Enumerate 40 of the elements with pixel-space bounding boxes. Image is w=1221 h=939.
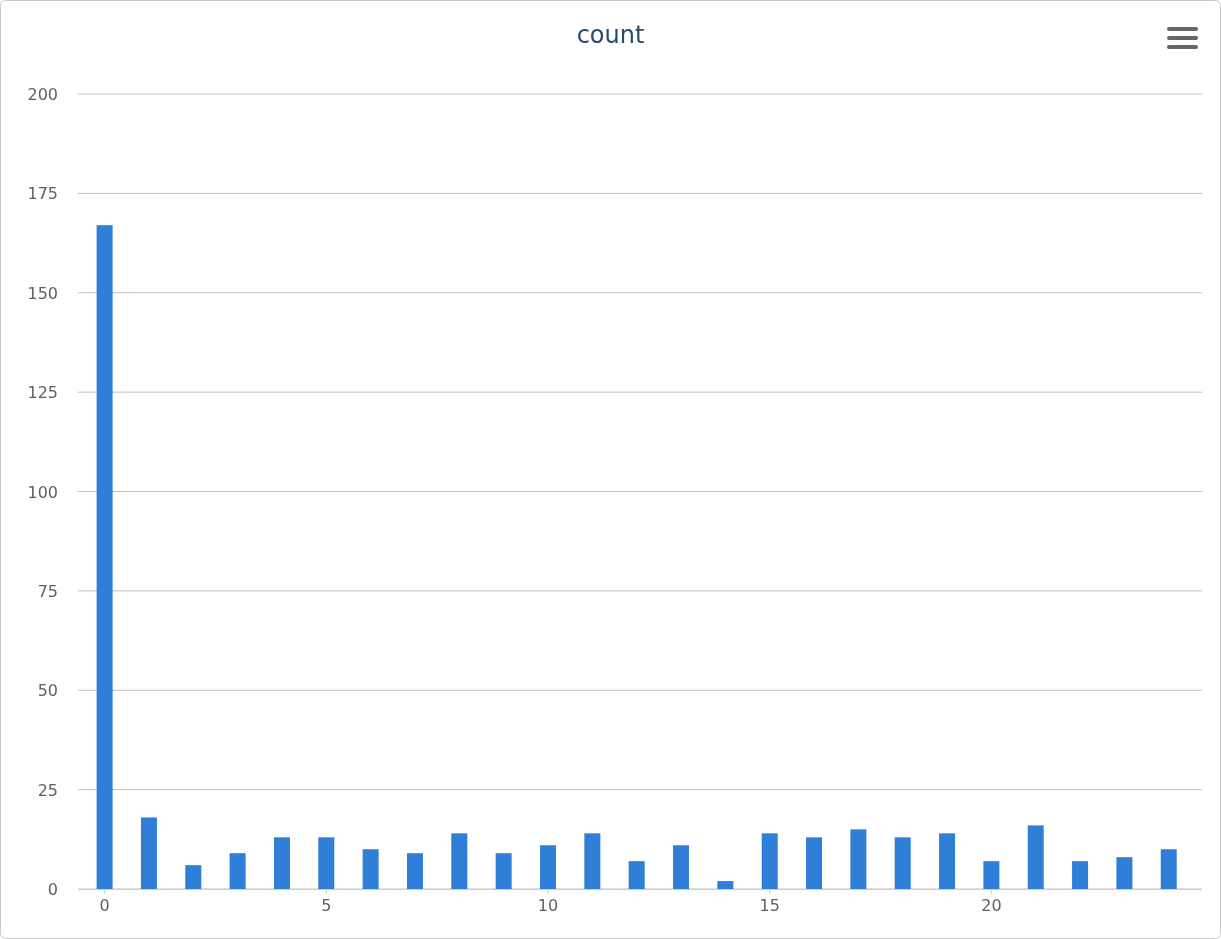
bar [1027,825,1044,889]
chart-title: count [576,21,645,49]
bar [894,837,911,889]
bar [983,861,1000,889]
bar [628,861,645,889]
bar [140,817,157,889]
bar [540,845,556,889]
y-tick-label: 100 [27,482,58,502]
bar [584,833,601,889]
bar [96,225,113,889]
y-tick-label: 200 [27,85,58,104]
bar [761,833,778,889]
x-tick-label: 5 [321,896,332,915]
y-tick-label: 175 [27,184,58,204]
y-tick-label: 25 [37,780,58,800]
x-tick-label: 15 [759,896,780,915]
y-tick-label: 75 [37,581,58,601]
y-tick-label: 125 [27,383,58,403]
bar [1160,849,1177,889]
bar [673,845,690,889]
x-tick-label: 0 [99,896,110,915]
y-tick-label: 150 [27,283,58,303]
bar [495,853,512,889]
bar [229,853,246,889]
bar [806,837,823,889]
y-tick-label: 50 [37,681,58,701]
bar [451,833,468,889]
bar [362,849,379,889]
bar [1116,857,1133,889]
bar [273,837,290,889]
bar [406,853,423,889]
x-tick-label: 20 [981,896,1002,915]
x-tick-label: 10 [537,896,559,915]
bar [850,829,867,889]
bar [185,865,202,889]
bar [1072,861,1089,889]
bar [939,833,956,889]
bar [318,837,335,889]
y-tick-label: 0 [47,880,58,899]
bar [717,881,734,889]
